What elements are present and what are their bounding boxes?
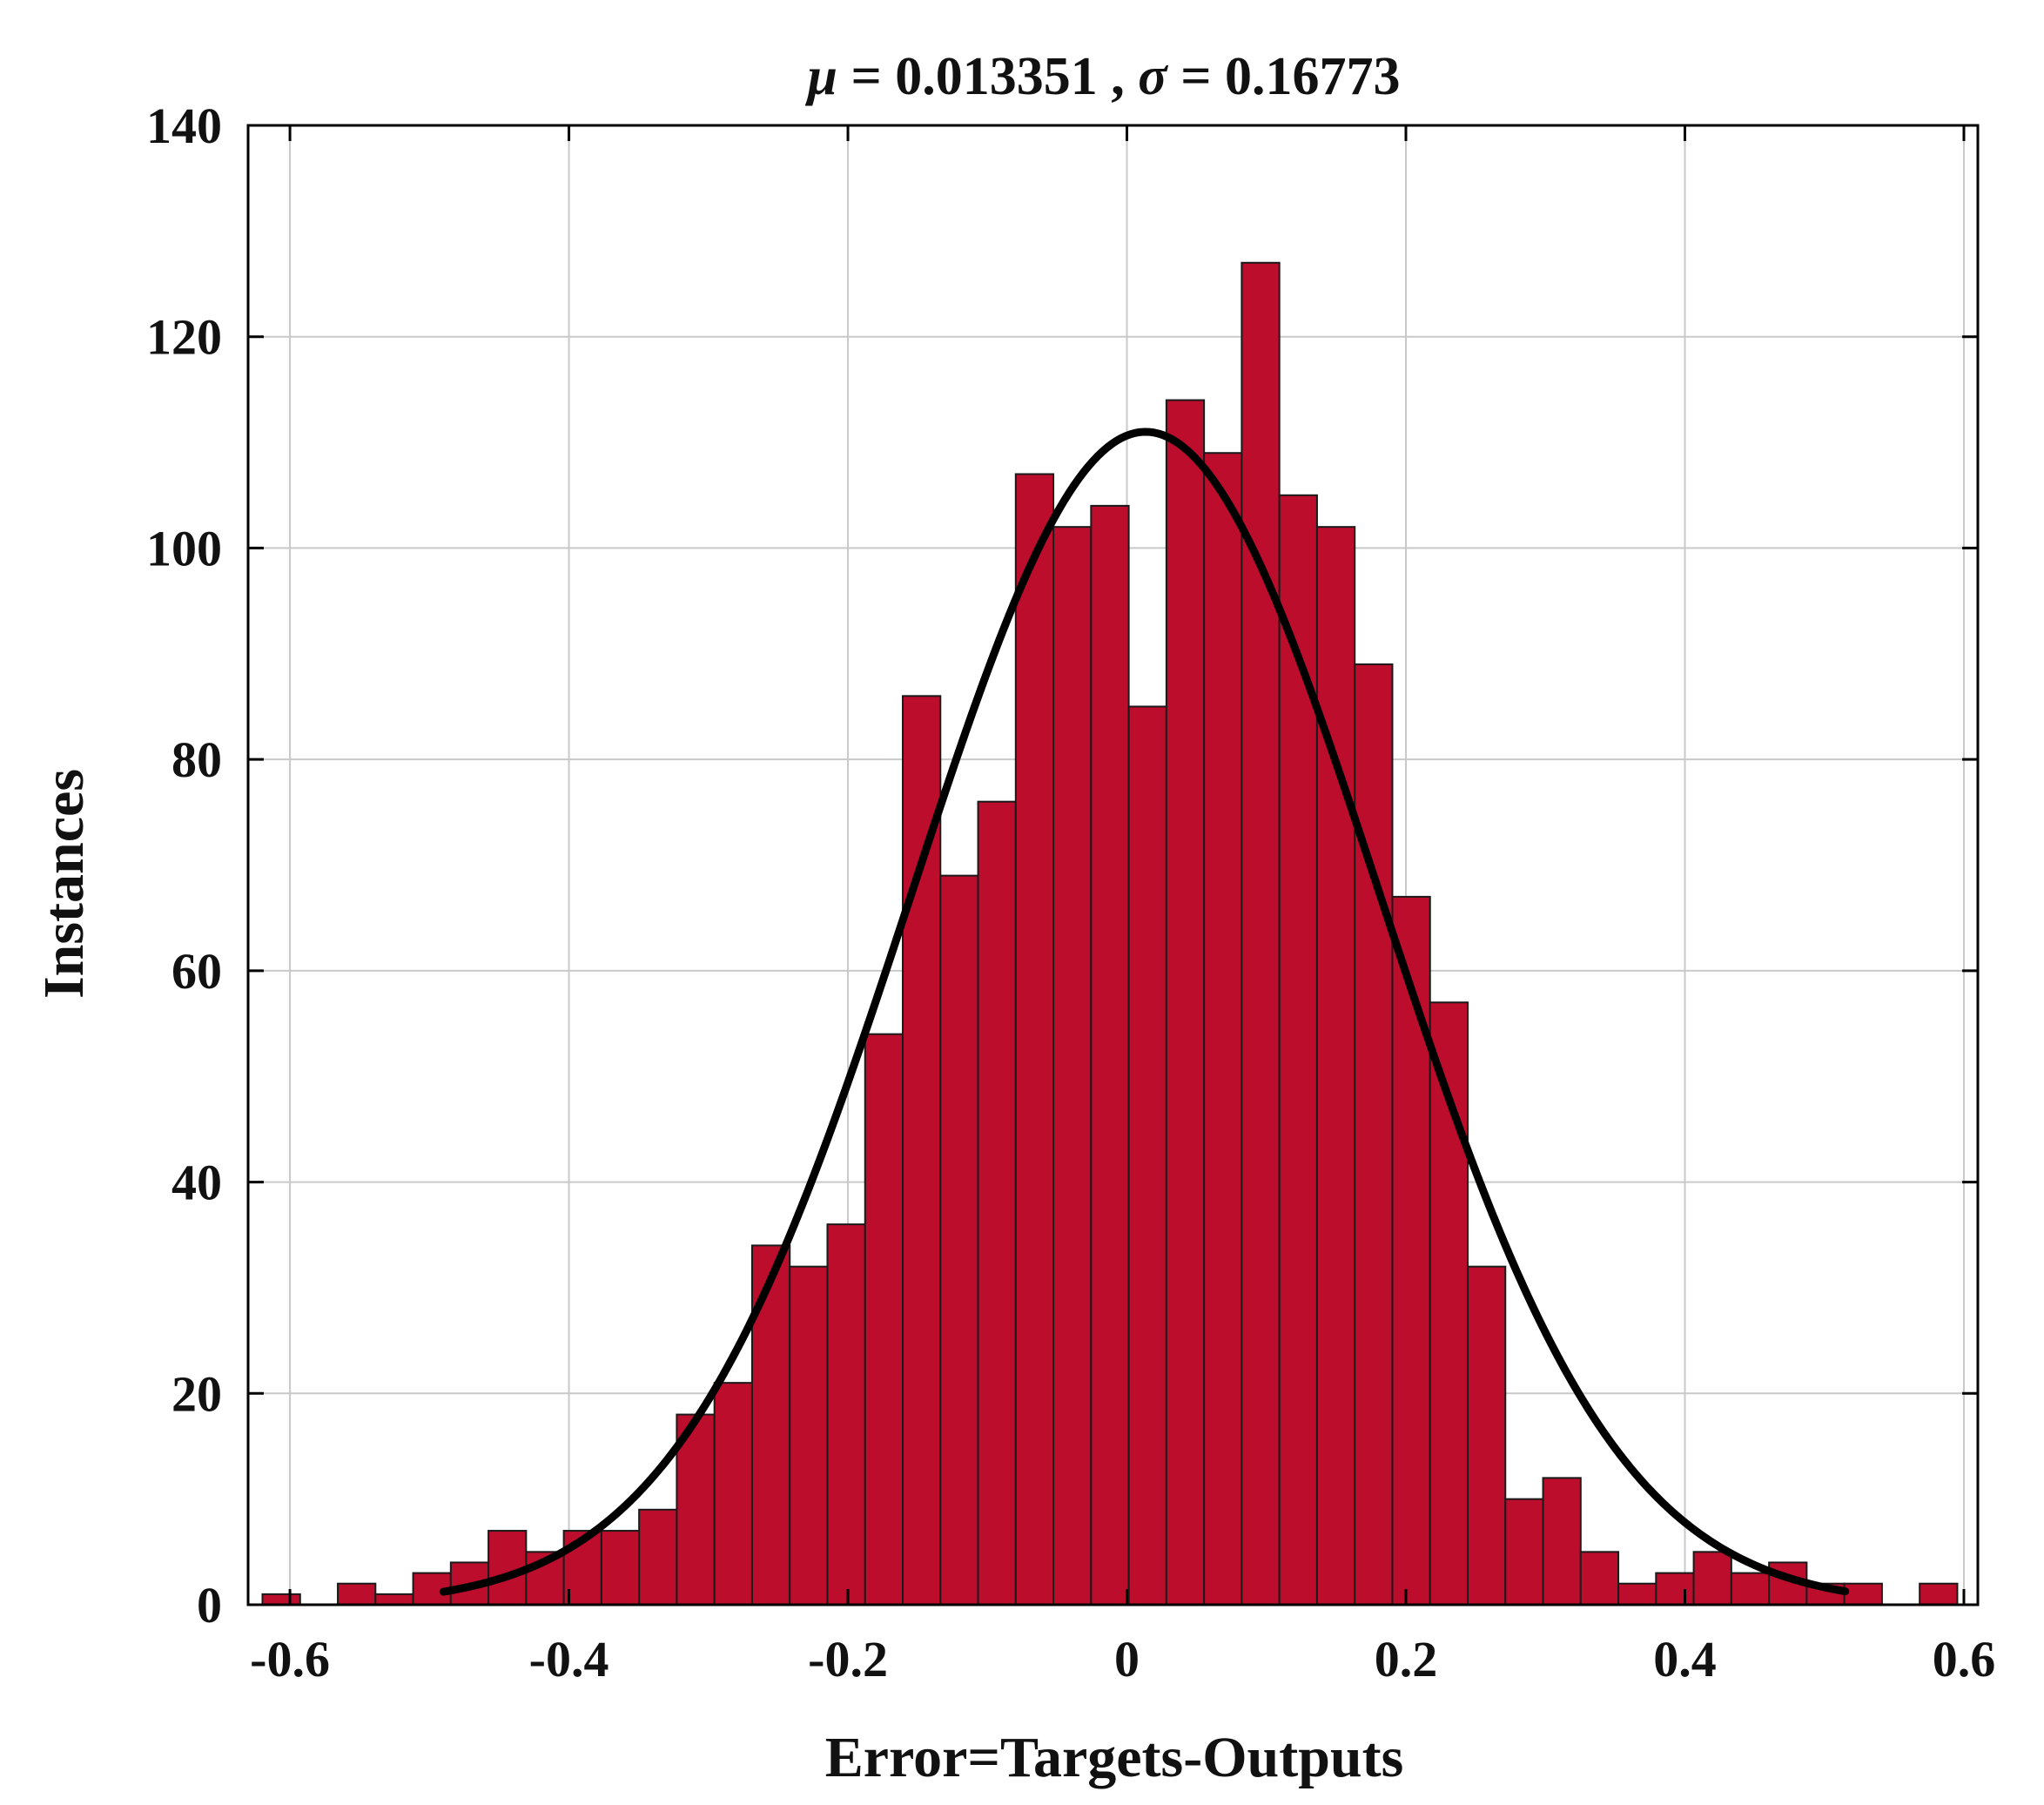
y-tick-label: 60 (171, 943, 222, 1000)
histogram-bar (1354, 663, 1394, 1606)
histogram-bar (1466, 1265, 1507, 1606)
chart-title: μ = 0.013351 , σ = 0.16773 (804, 47, 1400, 106)
histogram-bar (977, 800, 1017, 1606)
histogram-bar (939, 874, 979, 1606)
histogram-bar (1014, 473, 1055, 1606)
y-tick-label: 100 (146, 520, 222, 576)
x-axis-title: Error=Targets-Outputs (825, 1726, 1404, 1789)
x-tick-label: 0.6 (1933, 1631, 1996, 1687)
histogram-bar (826, 1223, 866, 1606)
y-tick-label: 140 (146, 98, 222, 154)
y-tick-label: 40 (171, 1155, 222, 1211)
x-tick-label: 0.2 (1375, 1631, 1438, 1687)
histogram-bar (1579, 1551, 1620, 1606)
x-tick-label: -0.2 (808, 1631, 888, 1687)
histogram-bar (1542, 1477, 1582, 1606)
x-tick-labels: -0.6 -0.4 -0.2 0 0.2 0.4 0.6 (250, 1631, 1995, 1687)
histogram-bar (1241, 261, 1281, 1606)
histogram-bar (261, 1593, 301, 1606)
x-tick-label: -0.6 (250, 1631, 330, 1687)
histogram-bar (1052, 526, 1093, 1606)
normal-fit-curve (439, 428, 1850, 1596)
histogram-bar (337, 1582, 377, 1606)
histogram-bar (1692, 1551, 1732, 1606)
histogram-bar (1730, 1572, 1771, 1606)
histogram-bar (1919, 1582, 1959, 1606)
y-tick-label: 20 (171, 1365, 222, 1422)
y-tick-labels: 0 20 40 60 80 100 120 140 (146, 98, 222, 1633)
y-tick-label: 0 (197, 1577, 222, 1633)
histogram-bar (374, 1593, 414, 1606)
histogram-bar (864, 1033, 904, 1606)
histogram-bars (261, 261, 1959, 1606)
histogram-bar (1315, 526, 1356, 1606)
histogram-bar (1391, 895, 1431, 1606)
mu-value-text: = 0.013351 , (837, 47, 1138, 106)
histogram-bar (902, 695, 942, 1606)
histogram-bar (1127, 705, 1167, 1606)
y-axis-title: Instances (32, 769, 96, 999)
histogram-bar (600, 1530, 641, 1606)
axis-ticks (248, 124, 1978, 1606)
histogram-bar (1504, 1498, 1544, 1606)
histogram-bar (1165, 399, 1206, 1606)
y-tick-label: 80 (171, 731, 222, 788)
y-tick-label: 120 (146, 309, 222, 366)
x-tick-label: 0 (1114, 1631, 1140, 1687)
histogram-bar (713, 1382, 753, 1606)
histogram-bar (638, 1508, 678, 1606)
normal-fit-curve-group (439, 428, 1850, 1596)
mu-symbol: μ (804, 47, 837, 106)
histogram-bar (789, 1265, 829, 1606)
histogram-bar (1843, 1582, 1883, 1606)
sigma-value-text: = 0.16773 (1167, 47, 1401, 106)
sigma-symbol: σ (1138, 47, 1168, 106)
histogram-bar (1655, 1572, 1695, 1606)
plot-frame (246, 124, 1980, 1606)
histogram-bar (1203, 452, 1243, 1606)
histogram-bar (1617, 1582, 1657, 1606)
histogram-bar (1090, 504, 1130, 1606)
x-tick-label: -0.4 (529, 1631, 609, 1687)
x-tick-label: 0.4 (1653, 1631, 1717, 1687)
